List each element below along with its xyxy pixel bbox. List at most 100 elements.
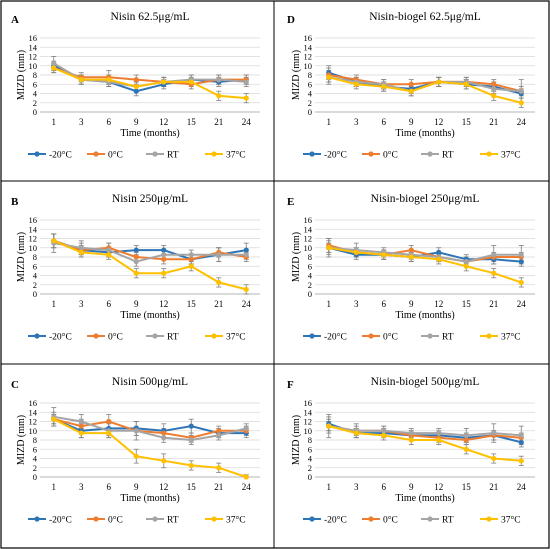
panel-e-xtick-label: 1	[327, 299, 332, 309]
panel-c-xtick-label: 9	[134, 482, 139, 492]
panel-c-data-point-37c	[216, 465, 222, 471]
panel-e-data-point-neg20c	[518, 259, 524, 265]
panel-a-xlabel: Time (months)	[120, 128, 179, 139]
panel-f-ytick-label: 6	[308, 444, 312, 454]
panel-c-series-line-37c	[53, 418, 247, 478]
panel-f-xtick-label: 1	[327, 482, 332, 492]
panel-b-data-point-37c	[216, 279, 222, 286]
panel-e-data-point-37c	[326, 245, 332, 251]
panel-a-data-point-37c	[51, 65, 57, 71]
panel-e-ytick-label: 14	[304, 224, 313, 234]
panel-e-ytick-label: 6	[308, 261, 312, 271]
panel-c-data-point-37c	[161, 458, 167, 464]
panel-e-data-point-0c	[408, 247, 414, 253]
panel-b-data-point-rt	[243, 252, 249, 258]
panel-a-ytick-label: 8	[33, 70, 37, 80]
panel-b-legend-marker-neg20c	[34, 333, 40, 339]
panel-d-data-point-37c	[491, 93, 497, 99]
panel-f-ytick-label: 10	[304, 426, 313, 436]
panel-e-legend-marker-rt	[427, 333, 433, 339]
panel-d-xlabel: Time (months)	[395, 128, 454, 139]
panel-b-ytick-label: 2	[33, 280, 37, 290]
panel-d-legend-marker-neg20c	[309, 151, 315, 157]
panel-a-legend-marker-rt	[152, 151, 158, 157]
panel-e-letter: E	[287, 196, 294, 208]
panel-b-data-point-0c	[161, 256, 167, 262]
panel-c-data-point-neg20c	[188, 423, 194, 429]
panel-f-ytick-label: 4	[308, 454, 313, 464]
panel-f-data-point-rt	[381, 428, 387, 434]
panel-f-ytick-label: 2	[308, 463, 312, 473]
panel-e-ytick-label: 2	[308, 280, 312, 290]
panel-f-data-point-37c	[381, 432, 387, 438]
panel-a-ylabel: MIZD (mm)	[16, 50, 27, 100]
panel-e-series-line-neg20c	[328, 246, 522, 263]
panel-a-legend-label-0c: 0°C	[108, 150, 123, 161]
panel-b-data-point-rt	[133, 259, 139, 265]
panel-e-title: Nisin-biogel 250μg/mL	[371, 193, 480, 205]
panel-c-ytick-label: 8	[33, 435, 37, 445]
panel-e-ytick-label: 10	[304, 243, 313, 253]
panel-f-xtick-label: 6	[382, 482, 387, 492]
panel-c-data-point-0c	[216, 428, 222, 434]
panel-c-data-point-rt	[78, 418, 84, 425]
panel-d-legend-label-rt: RT	[442, 151, 454, 161]
panel-d-data-point-37c	[518, 100, 524, 106]
panel-a-xtick-label: 3	[79, 117, 84, 127]
panel-d-xtick-label: 1	[327, 117, 332, 127]
panel-b-data-point-neg20c	[133, 247, 139, 253]
panel-b-data-point-37c	[243, 286, 249, 292]
panel-b-data-point-37c	[133, 270, 139, 276]
panel-e-series-line-rt	[328, 246, 522, 263]
panel-e-legend-label-neg20c: -20°C	[324, 332, 347, 343]
panel-b-data-point-rt	[161, 252, 167, 258]
panel-d-ytick-label: 14	[304, 42, 313, 52]
panel-e-legend-label-rt: RT	[442, 333, 454, 343]
panel-f-series-line-rt	[328, 425, 522, 437]
panel-c-data-point-0c	[161, 430, 167, 436]
panel-e-xtick-label: 24	[517, 299, 527, 309]
panel-a-data-point-rt	[216, 77, 222, 83]
panel-a-data-point-37c	[243, 95, 249, 101]
panel-f-data-point-rt	[491, 430, 497, 436]
panel-c-letter: C	[11, 379, 19, 391]
panel-c-ytick-label: 0	[33, 472, 37, 482]
panel-e-ylabel: MIZD (mm)	[291, 232, 302, 282]
panel-b-data-point-37c	[78, 249, 84, 255]
panel-a-data-point-37c	[106, 77, 112, 83]
panel-b-ytick-label: 8	[33, 252, 37, 262]
panel-b-data-point-37c	[51, 238, 57, 244]
panel-d-xtick-label: 9	[409, 117, 414, 127]
panel-a-xtick-label: 6	[107, 117, 112, 127]
panel-b-xtick-label: 6	[107, 299, 112, 309]
panel-d-data-point-0c	[408, 81, 414, 87]
panel-a-ytick-label: 4	[33, 89, 38, 99]
panel-b-xtick-label: 3	[79, 299, 84, 309]
panel-d-ytick-label: 16	[304, 33, 313, 43]
panel-b-xtick-label: 24	[242, 299, 252, 309]
panel-e-data-point-rt	[463, 259, 469, 265]
panel-e-series-line-37c	[328, 246, 522, 284]
panel-b-ytick-label: 6	[33, 261, 37, 271]
panel-c-xtick-label: 3	[79, 482, 84, 492]
panel-a-title: Nisin 62.5μg/mL	[110, 11, 189, 23]
panel-b-ytick-label: 10	[29, 243, 38, 253]
panel-c-xtick-label: 6	[107, 482, 112, 492]
panel-c-series-line-0c	[53, 418, 247, 439]
panel-c-data-point-0c	[106, 418, 112, 425]
panel-b-ytick-label: 16	[29, 215, 38, 225]
panel-a-data-point-rt	[243, 79, 249, 85]
panel-e-ytick-label: 12	[304, 234, 313, 244]
panel-e-ytick-label: 16	[304, 215, 313, 225]
panel-f-xtick-label: 21	[489, 482, 498, 492]
panel-e-data-point-neg20c	[436, 249, 442, 255]
panel-a-ytick-label: 12	[29, 52, 38, 62]
panel-a-data-point-37c	[216, 93, 222, 99]
panel-c-title: Nisin 500μg/mL	[112, 376, 188, 388]
panel-d-ytick-label: 4	[308, 89, 313, 99]
panel-f-legend-marker-0c	[368, 516, 374, 522]
